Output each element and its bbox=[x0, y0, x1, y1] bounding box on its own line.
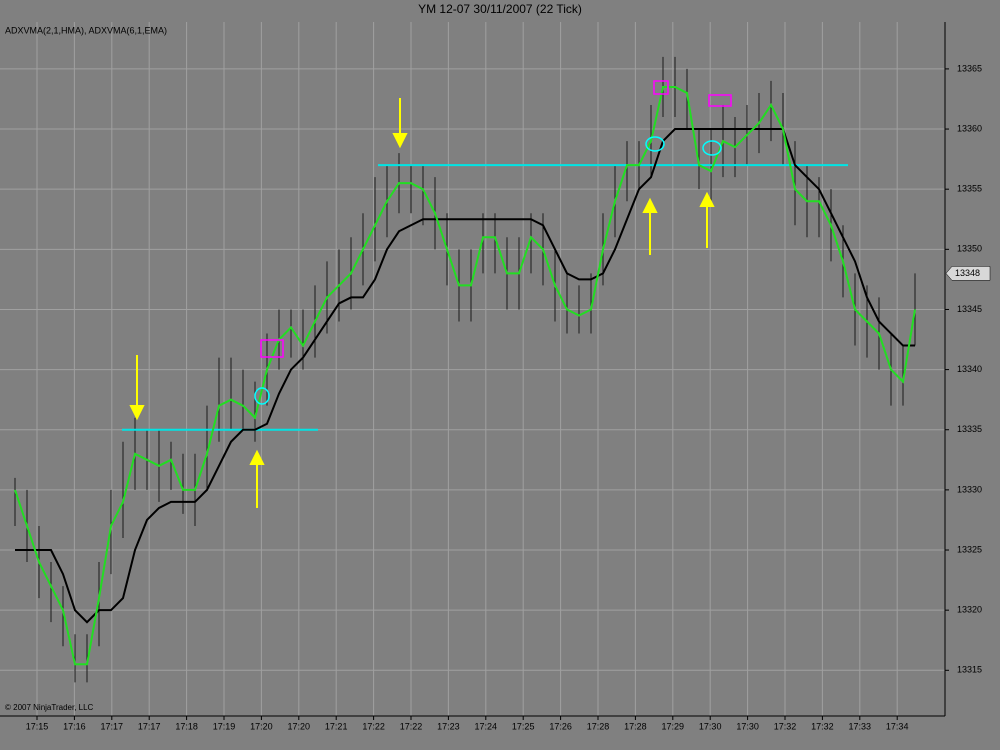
x-tick-label: 17:33 bbox=[849, 721, 872, 731]
marks bbox=[14, 56, 916, 683]
x-tick-label: 17:22 bbox=[362, 721, 385, 731]
arrow-head bbox=[642, 197, 658, 213]
arrow-head bbox=[392, 133, 408, 149]
x-tick-label: 17:32 bbox=[811, 721, 834, 731]
y-tick-label: 13330 bbox=[957, 484, 982, 494]
x-tick-label: 17:24 bbox=[475, 721, 498, 731]
highlights bbox=[254, 80, 732, 405]
indicator-line bbox=[14, 85, 916, 666]
y-tick-label: 13325 bbox=[957, 544, 982, 554]
annotations bbox=[129, 98, 715, 508]
box bbox=[260, 339, 284, 358]
box bbox=[708, 94, 732, 107]
x-tick-label: 17:20 bbox=[288, 721, 311, 731]
grid bbox=[0, 22, 945, 716]
x-tick-label: 17:28 bbox=[587, 721, 610, 731]
x-tick-label: 17:20 bbox=[250, 721, 273, 731]
x-tick-label: 17:30 bbox=[699, 721, 722, 731]
x-tick-label: 17:29 bbox=[662, 721, 685, 731]
last-price-label: 13348 bbox=[955, 268, 980, 278]
x-tick-label: 17:15 bbox=[26, 721, 49, 731]
y-tick-label: 13335 bbox=[957, 424, 982, 434]
y-tick-label: 13350 bbox=[957, 244, 982, 254]
x-tick-label: 17:25 bbox=[512, 721, 535, 731]
x-tick-label: 17:16 bbox=[63, 721, 86, 731]
copyright: © 2007 NinjaTrader, LLC bbox=[5, 703, 94, 712]
indicator-label: ADXVMA(2,1,HMA), ADXVMA(6,1,EMA) bbox=[5, 25, 167, 35]
arrow-head bbox=[129, 405, 145, 421]
y-tick-label: 13365 bbox=[957, 63, 982, 73]
x-tick-label: 17:32 bbox=[774, 721, 797, 731]
x-tick-label: 17:28 bbox=[624, 721, 647, 731]
chart-title: YM 12-07 30/11/2007 (22 Tick) bbox=[418, 2, 582, 16]
x-tick-label: 17:18 bbox=[175, 721, 198, 731]
x-tick-label: 17:23 bbox=[437, 721, 460, 731]
y-tick-label: 13320 bbox=[957, 605, 982, 615]
y-tick-label: 13315 bbox=[957, 665, 982, 675]
circle bbox=[254, 387, 270, 405]
x-tick-label: 17:21 bbox=[325, 721, 348, 731]
box bbox=[653, 80, 669, 95]
x-tick-label: 17:22 bbox=[400, 721, 423, 731]
arrow-head bbox=[249, 449, 265, 465]
price-marker bbox=[945, 266, 991, 281]
x-tick-label: 17:19 bbox=[213, 721, 236, 731]
x-tick-label: 17:34 bbox=[886, 721, 909, 731]
x-tick-label: 17:17 bbox=[138, 721, 161, 731]
arrow-head bbox=[699, 191, 715, 207]
circle bbox=[702, 140, 722, 156]
indicator-line bbox=[15, 128, 915, 624]
x-tick-label: 17:17 bbox=[101, 721, 124, 731]
y-tick-label: 13345 bbox=[957, 304, 982, 314]
y-tick-label: 13360 bbox=[957, 123, 982, 133]
y-tick-label: 13340 bbox=[957, 364, 982, 374]
x-tick-label: 17:26 bbox=[549, 721, 572, 731]
circle bbox=[645, 136, 665, 152]
y-tick-label: 13355 bbox=[957, 184, 982, 194]
x-tick-label: 17:30 bbox=[736, 721, 759, 731]
